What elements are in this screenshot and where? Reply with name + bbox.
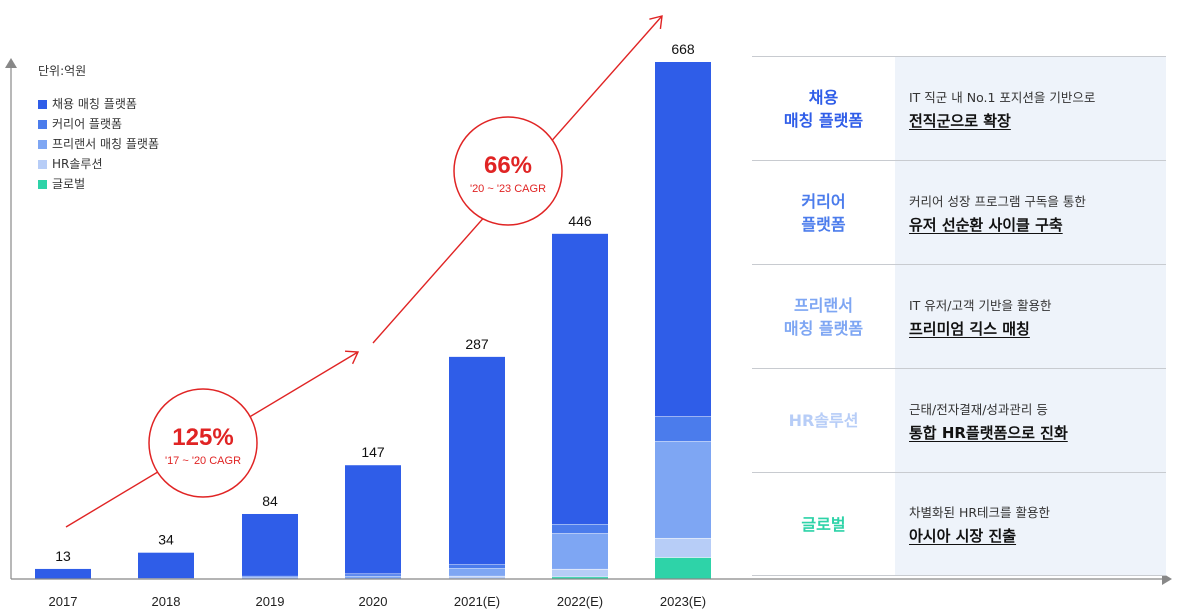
segment-name: 프리랜서 매칭 플랫폼: [783, 295, 864, 338]
bar-segment: [138, 552, 194, 579]
segment-name: HR솔루션: [788, 411, 859, 430]
unit-label: 단위:억원: [38, 64, 87, 78]
year-tick-label: 2018: [152, 594, 181, 609]
bar-segment: [345, 575, 401, 579]
legend-swatch: [38, 139, 47, 149]
bar-segment: [552, 233, 608, 525]
segment-desc-line: 차별화된 HR테크를 활용한: [909, 505, 1051, 520]
bar-segment: [35, 568, 91, 579]
bar-segment: [552, 533, 608, 569]
legend-label: 프리랜서 매칭 플랫폼: [52, 137, 159, 151]
cagr-label-2: '20 ~ '23 CAGR: [470, 183, 546, 195]
legend-label: HR솔루션: [52, 157, 103, 171]
legend-item: 글로벌: [38, 174, 159, 194]
cagr-label-1: '17 ~ '20 CAGR: [165, 455, 241, 467]
segment-desc-line: IT 유저/고객 기반을 활용한: [909, 297, 1052, 313]
year-tick-label: 2017: [49, 594, 78, 609]
bar-segment: [655, 537, 711, 558]
legend-label: 글로벌: [52, 177, 86, 191]
year-tick-label: 2022(E): [557, 594, 603, 609]
segment-desc-highlight: 유저 선순환 사이클 구축: [909, 215, 1063, 234]
cagr-value-2: 66%: [484, 152, 532, 179]
bar-segment: [242, 513, 298, 576]
bar-segment: [449, 356, 505, 565]
cagr-value-1: 125%: [172, 424, 233, 451]
bar-value-label: 84: [262, 493, 278, 509]
year-tick-label: 2021(E): [454, 594, 500, 609]
bar-segment: [242, 577, 298, 579]
legend-swatch: [38, 99, 47, 109]
legend-swatch: [38, 179, 47, 189]
segment-desc-highlight: 통합 HR플랫폼으로 진화: [909, 423, 1068, 442]
segment-desc-line: 근태/전자결재/성과관리 등: [909, 401, 1048, 417]
legend-item: HR솔루션: [38, 154, 159, 174]
bar-segment: [655, 557, 711, 579]
segment-name: 글로벌: [801, 514, 846, 534]
legend-swatch: [38, 159, 47, 169]
bar-segment: [449, 564, 505, 569]
bar-segment: [242, 575, 298, 578]
legend-label: 커리어 플랫폼: [52, 117, 123, 131]
bars-group: 13 2017 34 2018 84 2019 147 2020 287 2021(E) 446 20…: [35, 41, 711, 609]
year-tick-label: 2020: [359, 594, 388, 609]
legend-item: 채용 매칭 플랫폼: [38, 94, 159, 114]
axes-group: [5, 58, 1172, 585]
segment-name: 커리어 플랫폼: [801, 191, 846, 234]
bar-segment: [655, 416, 711, 442]
cagr-arrowhead: [649, 15, 663, 29]
bar-value-label: 446: [568, 213, 592, 229]
cagr-arrowhead: [344, 350, 360, 365]
bar-segment: [449, 568, 505, 576]
bar-segment: [345, 573, 401, 576]
bar-segment: [552, 576, 608, 579]
year-tick-label: 2023(E): [660, 594, 706, 609]
bar-segment: [345, 465, 401, 574]
segment-desc-line: IT 직군 내 No.1 포지션을 기반으로: [909, 89, 1096, 105]
segment-name: 채용 매칭 플랫폼: [783, 87, 864, 130]
bar-value-label: 13: [55, 548, 71, 564]
bar-value-label: 287: [465, 336, 489, 352]
segment-desc-highlight: 전직군으로 확장: [909, 111, 1011, 130]
segment-desc-highlight: 아시아 시장 진출: [909, 527, 1017, 545]
legend-swatch: [38, 119, 47, 129]
bar-segment: [655, 441, 711, 538]
bar-value-label: 34: [158, 532, 174, 548]
legend-item: 커리어 플랫폼: [38, 114, 159, 134]
segment-desc-highlight: 프리미엄 긱스 매칭: [909, 319, 1030, 338]
y-axis-arrowhead: [5, 58, 17, 68]
bar-value-label: 668: [671, 41, 695, 57]
bar-value-label: 147: [361, 444, 385, 460]
x-axis-arrowhead: [1162, 573, 1172, 585]
year-tick-label: 2019: [256, 594, 285, 609]
bar-segment: [655, 62, 711, 417]
bar-segment: [552, 524, 608, 534]
bar-segment: [449, 575, 505, 579]
cagr-badge-1: 125% '17 ~ '20 CAGR: [148, 388, 258, 498]
legend-label: 채용 매칭 플랫폼: [52, 97, 137, 111]
legend-item: 프리랜서 매칭 플랫폼: [38, 134, 159, 154]
cagr-badge-2: 66% '20 ~ '23 CAGR: [453, 116, 563, 226]
segment-desc-line: 커리어 성장 프로그램 구독을 통한: [909, 193, 1086, 209]
bar-segment: [552, 568, 608, 577]
